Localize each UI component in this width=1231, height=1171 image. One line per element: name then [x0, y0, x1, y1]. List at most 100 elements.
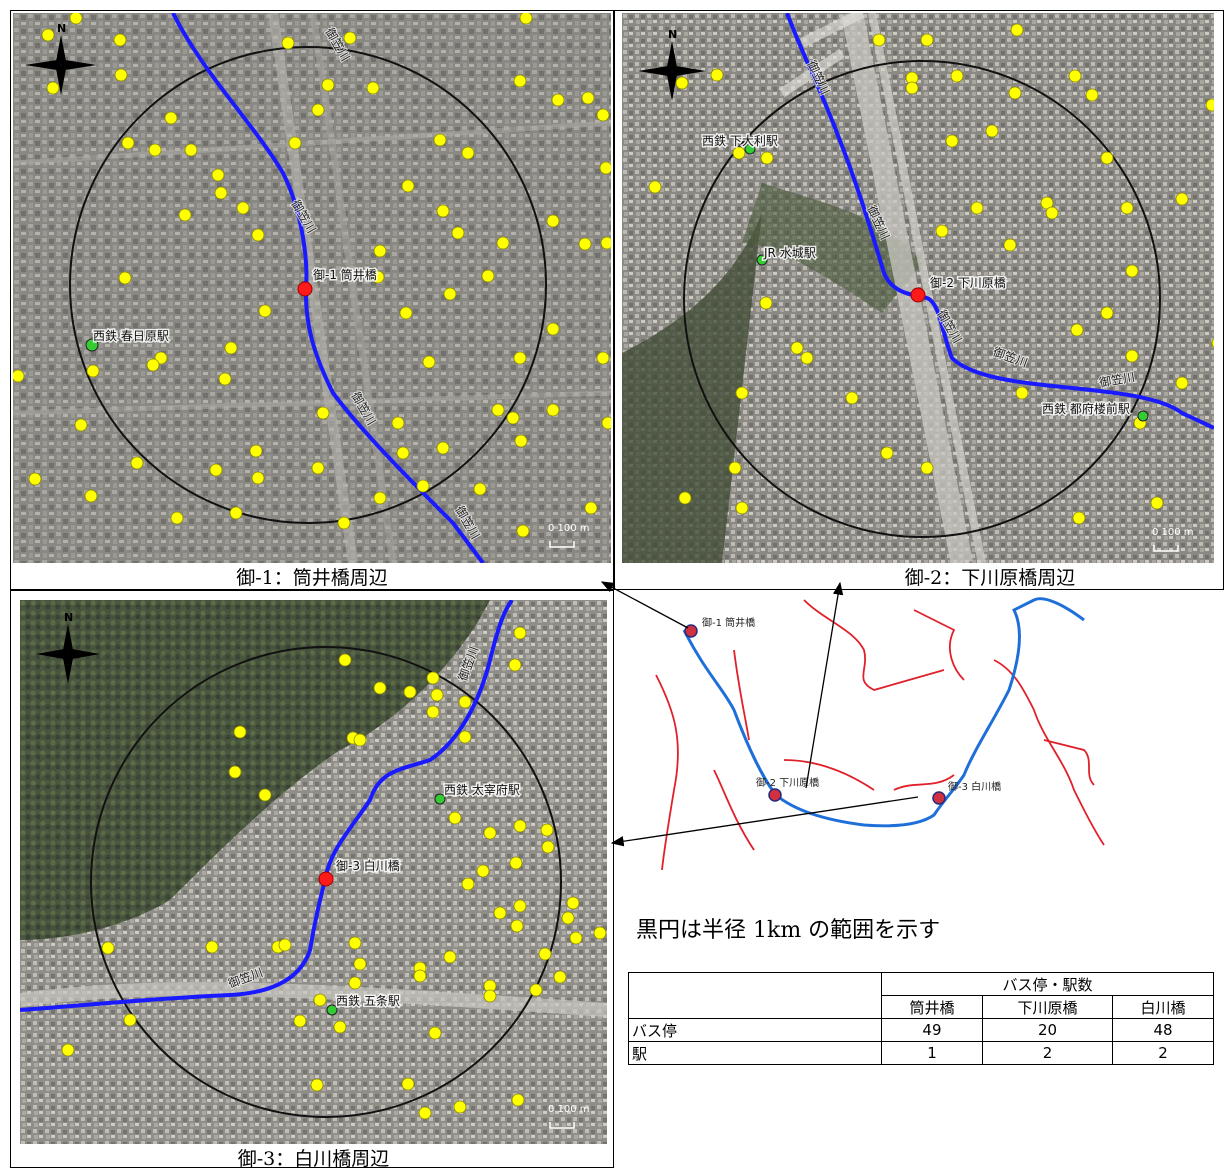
table-cell: 20 — [981, 1018, 1114, 1042]
map3-bus-stops — [61, 626, 607, 1120]
bus-stop-marker — [710, 68, 724, 82]
bus-stop-marker — [760, 151, 774, 165]
bus-stop-marker — [333, 1020, 347, 1034]
map3-station — [326, 1004, 338, 1016]
scale-bar: 0 100 m — [548, 1104, 590, 1129]
bus-stop-marker — [735, 501, 749, 515]
map2-river — [785, 13, 1214, 430]
bus-stop-marker — [443, 950, 457, 964]
bus-stop-marker — [251, 228, 265, 242]
bus-stop-marker — [551, 93, 565, 107]
overview-site-1 — [684, 624, 698, 638]
bus-stop-marker — [373, 681, 387, 695]
bus-stop-marker — [121, 136, 135, 150]
radius-note: 黒円は半径 1km の範囲を示す — [636, 918, 941, 943]
bus-stop-marker — [461, 877, 475, 891]
bus-stop-marker — [1125, 349, 1139, 363]
map3-station-label: 西鉄 太宰府駅 — [444, 782, 520, 797]
north-arrow-icon: N — [36, 611, 100, 684]
bus-stop-marker — [935, 224, 949, 238]
bus-stop-marker — [236, 201, 250, 215]
bus-stop-marker — [1003, 238, 1017, 252]
table-cell: 49 — [881, 1018, 983, 1042]
bus-stop-marker — [101, 941, 115, 955]
bus-stop-marker — [1015, 386, 1029, 400]
map2-site — [910, 287, 926, 303]
bus-stop-marker — [985, 124, 999, 138]
bus-stop-marker — [1120, 201, 1134, 215]
bus-stop-marker — [519, 13, 533, 25]
bus-stop-marker — [483, 826, 497, 840]
table-col-header: 下川原橋 — [981, 995, 1114, 1019]
scale-bar: 0 100 m — [548, 523, 590, 548]
bus-stop-marker — [313, 993, 327, 1007]
map1-station-label: 西鉄 春日原駅 — [93, 328, 169, 343]
map2-station — [756, 254, 768, 266]
bus-stop-marker — [373, 244, 387, 258]
bus-stop-marker — [491, 403, 505, 417]
bus-stop-marker — [732, 146, 746, 160]
map3-site — [318, 871, 334, 887]
overview-map: 御-1 筒井橋 御-2 下川原橋 御-3 白川橋 — [655, 597, 1105, 870]
map2-caption: 御-2：下川原橋周辺 — [904, 567, 1076, 589]
bus-stop-marker — [538, 947, 552, 961]
bus-stop-marker — [920, 461, 934, 475]
bus-stop-marker — [118, 271, 132, 285]
svg-text:0 100 m: 0 100 m — [1152, 527, 1194, 538]
bus-stop-marker — [508, 658, 522, 672]
bus-stop-marker — [228, 765, 242, 779]
bus-stop-marker — [569, 931, 583, 945]
map3-aerial[interactable]: 御-3 白川橋 西鉄 太宰府駅 西鉄 五条駅 御笠川 御笠川 N 0 100 m — [20, 600, 607, 1144]
bus-stop-marker — [46, 81, 60, 95]
bus-stop-marker — [945, 134, 959, 148]
bus-stop-marker — [436, 204, 450, 218]
bus-stop-marker — [311, 461, 325, 475]
bus-stop-marker — [170, 511, 184, 525]
map2-frame — [614, 10, 1224, 590]
bus-stop-marker — [1040, 196, 1054, 210]
bus-stop-marker — [209, 463, 223, 477]
bus-stop-marker — [278, 938, 292, 952]
bus-stop-marker — [233, 725, 247, 739]
bus-stop-marker — [920, 33, 934, 47]
bus-stop-marker — [546, 403, 560, 417]
bus-stop-marker — [541, 840, 555, 854]
bus-stop-marker — [373, 491, 387, 505]
bus-stop-marker — [546, 322, 560, 336]
bus-stop-marker — [473, 482, 487, 496]
bus-stop-marker — [343, 31, 357, 45]
bus-stop-marker — [561, 911, 575, 925]
map1-aerial[interactable]: 御-1 筒井橋 西鉄 春日原駅 御笠川 御笠川 御笠川 御笠川 N 0 100 … — [13, 13, 611, 563]
bus-stop-marker — [436, 441, 450, 455]
bus-stop-marker — [593, 926, 607, 940]
map2-aerial[interactable]: 御-2 下川原橋 西鉄 下大利駅 JR 水城駅 西鉄 都府楼前駅 御笠川 御笠川… — [622, 13, 1214, 563]
bus-stop-marker — [800, 351, 814, 365]
bus-stop-marker — [448, 811, 462, 825]
bus-stop-marker — [529, 983, 543, 997]
bus-stop-marker — [1068, 69, 1082, 83]
map2-river-label: 御笠川 — [1098, 369, 1136, 390]
map1-frame — [10, 10, 614, 590]
bus-stop-marker — [371, 270, 385, 284]
bus-stop-marker — [483, 989, 497, 1003]
bus-stop-marker — [41, 28, 55, 42]
bus-stop-marker — [513, 74, 527, 88]
bus-stop-marker — [148, 143, 162, 157]
bus-stop-marker — [353, 957, 367, 971]
table-corner — [628, 972, 882, 1019]
bus-stop-marker — [123, 1013, 137, 1027]
bus-stop-marker — [396, 446, 410, 460]
bus-stop-marker — [69, 13, 83, 25]
bus-stop-marker — [293, 1014, 307, 1028]
bus-stop-marker — [516, 524, 530, 538]
bus-stop-marker — [513, 899, 527, 913]
bus-stop-marker — [1175, 192, 1189, 206]
map1-station — [85, 338, 99, 352]
bus-stop-marker — [648, 180, 662, 194]
bus-stop-marker — [1205, 98, 1214, 112]
overview-label-1: 御-1 筒井橋 — [702, 616, 755, 629]
bus-stop-marker — [451, 226, 465, 240]
bus-stop-marker — [416, 479, 430, 493]
bus-stop-marker — [1008, 86, 1022, 100]
bus-stop-marker — [413, 969, 427, 983]
